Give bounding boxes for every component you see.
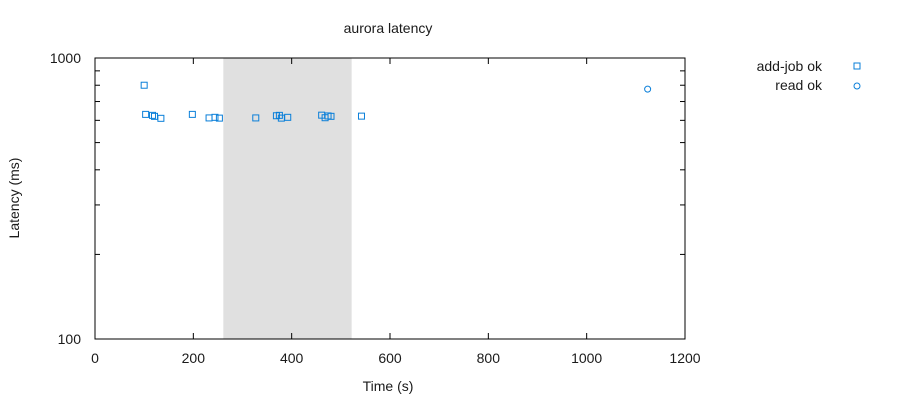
point-add-job-ok-9: [252, 114, 260, 122]
x-tick-label-0: 0: [91, 350, 99, 366]
legend-marker-square: [853, 62, 861, 70]
shaded-region-0: [223, 58, 352, 339]
legend-label-add-job-ok: add-job ok: [757, 58, 823, 74]
point-add-job-ok-2: [149, 111, 157, 119]
legend: add-job ok read ok: [757, 58, 861, 93]
point-add-job-ok-4: [157, 114, 165, 122]
point-add-job-ok-0: [140, 81, 148, 89]
x-axis-label: Time (s): [363, 378, 414, 394]
point-add-job-ok-5: [188, 110, 196, 118]
chart-title: aurora latency: [344, 20, 433, 36]
x-tick-label-400: 400: [280, 350, 304, 366]
point-add-job-ok-13: [284, 113, 292, 121]
point-add-job-ok-1: [142, 110, 150, 118]
legend-label-read-ok: read ok: [775, 77, 823, 93]
tick-labels: 0 200 400 600 800 1000 1200 100 1000: [50, 50, 701, 366]
x-tick-label-200: 200: [182, 350, 206, 366]
legend-marker-circle: [853, 82, 861, 90]
x-tick-label-600: 600: [378, 350, 402, 366]
x-tick-label-1000: 1000: [571, 350, 602, 366]
point-add-job-ok-17: [327, 112, 335, 120]
data-points: [140, 81, 652, 122]
shaded-regions: [223, 58, 352, 339]
y-axis-label: Latency (ms): [6, 158, 22, 239]
axis-ticks: [94, 57, 686, 340]
y-tick-label-1000: 1000: [50, 50, 81, 66]
point-add-job-ok-7: [211, 113, 219, 121]
x-tick-label-800: 800: [477, 350, 501, 366]
point-read-ok-0: [644, 85, 652, 93]
y-tick-label-100: 100: [58, 331, 82, 347]
point-add-job-ok-18: [357, 112, 365, 120]
point-add-job-ok-8: [215, 114, 223, 122]
x-tick-label-1200: 1200: [669, 350, 700, 366]
